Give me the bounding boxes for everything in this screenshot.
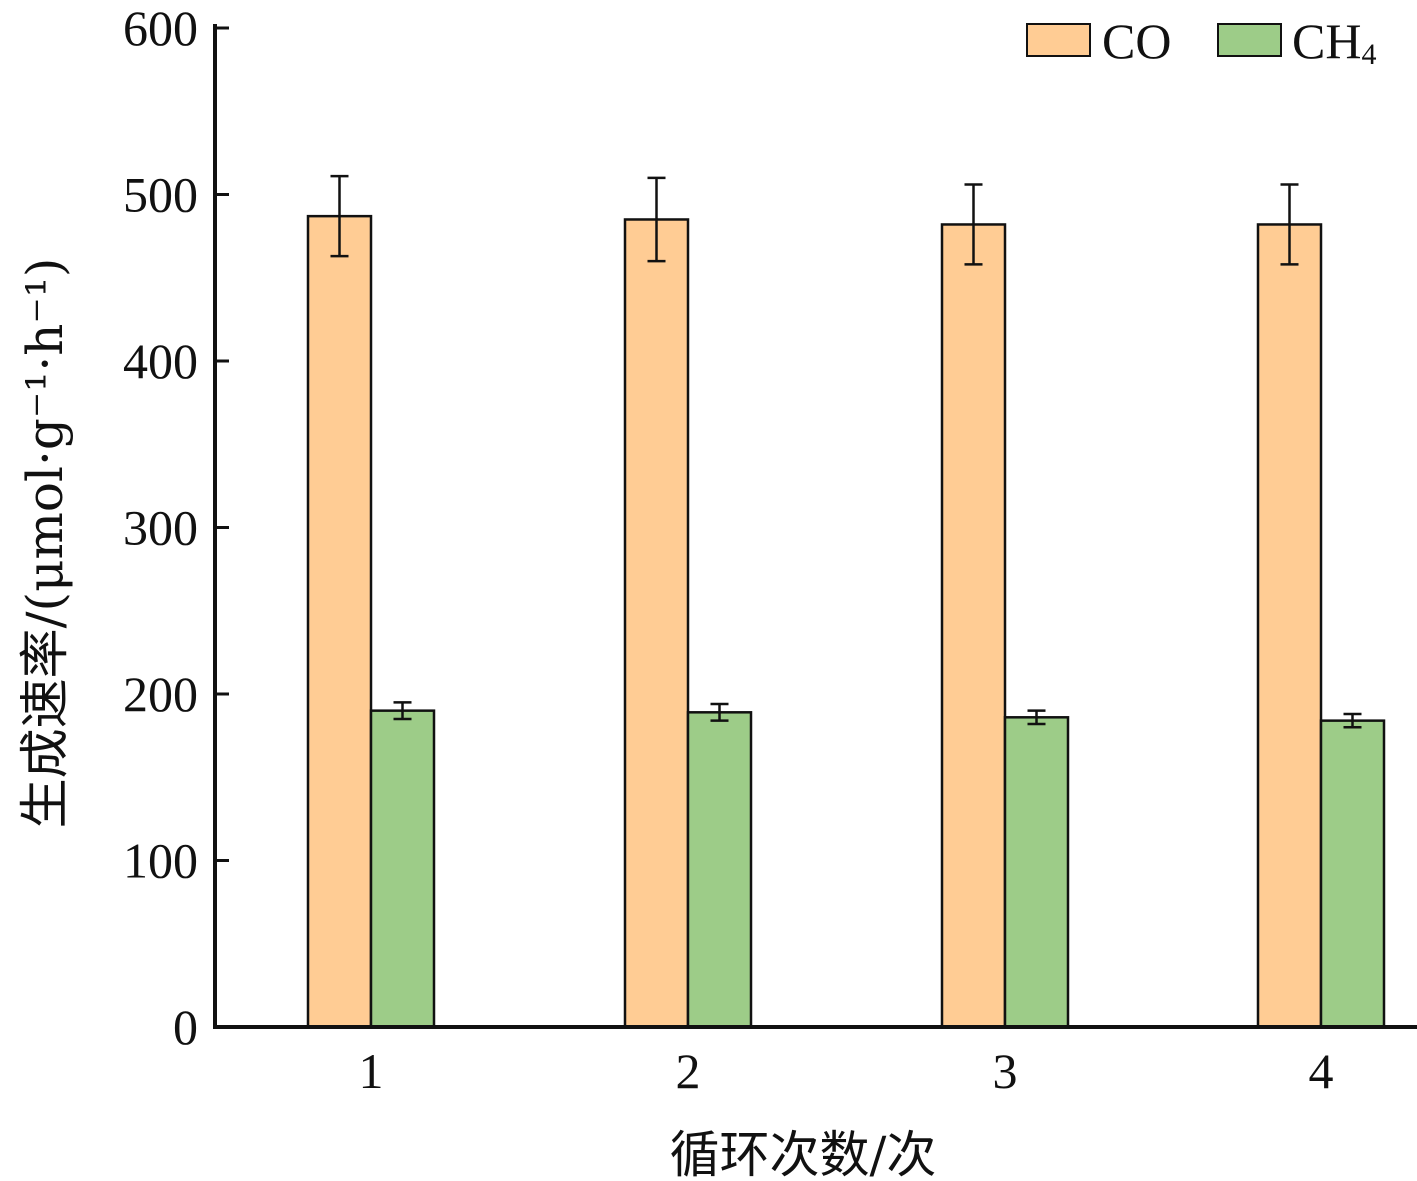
y-tick-label: 0 <box>173 999 198 1055</box>
y-tick-label: 400 <box>123 333 198 389</box>
legend-label-co: CO <box>1102 13 1171 69</box>
x-tick-label: 2 <box>676 1043 701 1099</box>
legend-swatch-co <box>1026 23 1091 57</box>
bar-ch4-cycle-4 <box>1319 719 1386 1029</box>
legend: CO CH4 <box>1026 13 1376 71</box>
x-tick-label: 1 <box>359 1043 384 1099</box>
x-tick-label: 4 <box>1309 1043 1334 1099</box>
x-axis-title: 循环次数/次 <box>670 1126 937 1181</box>
y-tick-label: 600 <box>123 0 198 56</box>
y-axis-ticks: 0 100 200 300 400 500 600 <box>123 0 229 1055</box>
axes <box>213 24 1417 1029</box>
bar-co-cycle-2 <box>623 218 690 1029</box>
bar-co-cycle-3 <box>940 223 1007 1029</box>
bar-co-cycle-1 <box>306 214 373 1029</box>
bar-co-cycle-4 <box>1256 223 1323 1029</box>
bar-ch4-cycle-2 <box>686 711 753 1029</box>
bar-ch4-cycle-3 <box>1003 716 1070 1029</box>
error-bars <box>330 174 1362 729</box>
y-axis-title: 生成速率/(μmol·g⁻¹·h⁻¹) <box>16 258 74 829</box>
y-tick-label: 100 <box>123 833 198 889</box>
y-tick-label: 500 <box>123 167 198 223</box>
bars <box>306 214 1386 1029</box>
legend-swatch-ch4 <box>1217 23 1282 57</box>
legend-label-ch4: CH4 <box>1292 13 1376 71</box>
x-tick-label: 3 <box>993 1043 1018 1099</box>
y-tick-label: 300 <box>123 500 198 556</box>
y-tick-label: 200 <box>123 666 198 722</box>
x-axis-tick-labels: 1 2 3 4 <box>359 1043 1334 1099</box>
bar-ch4-cycle-1 <box>369 709 436 1029</box>
